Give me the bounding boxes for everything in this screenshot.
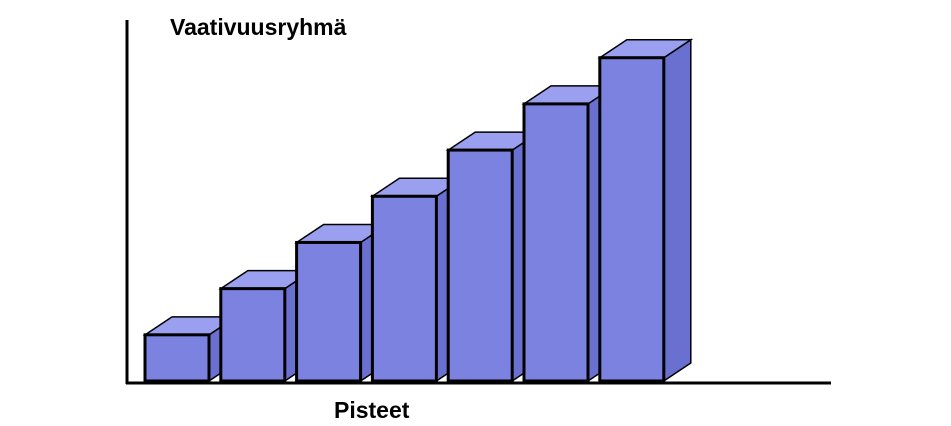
y-axis-label: Vaativuusryhmä xyxy=(170,14,347,40)
bar-3-front xyxy=(295,240,363,383)
bar-7-side xyxy=(663,38,692,383)
bar-7 xyxy=(597,38,694,383)
bar-6-front xyxy=(522,102,590,383)
bar-1-front xyxy=(143,333,211,383)
bars xyxy=(142,38,694,383)
bar-2-front xyxy=(219,287,287,383)
x-axis-label: Pisteet xyxy=(334,397,410,423)
bar-5-front xyxy=(446,148,514,383)
bar-4-front xyxy=(370,194,438,383)
bar-7-front xyxy=(598,56,666,383)
